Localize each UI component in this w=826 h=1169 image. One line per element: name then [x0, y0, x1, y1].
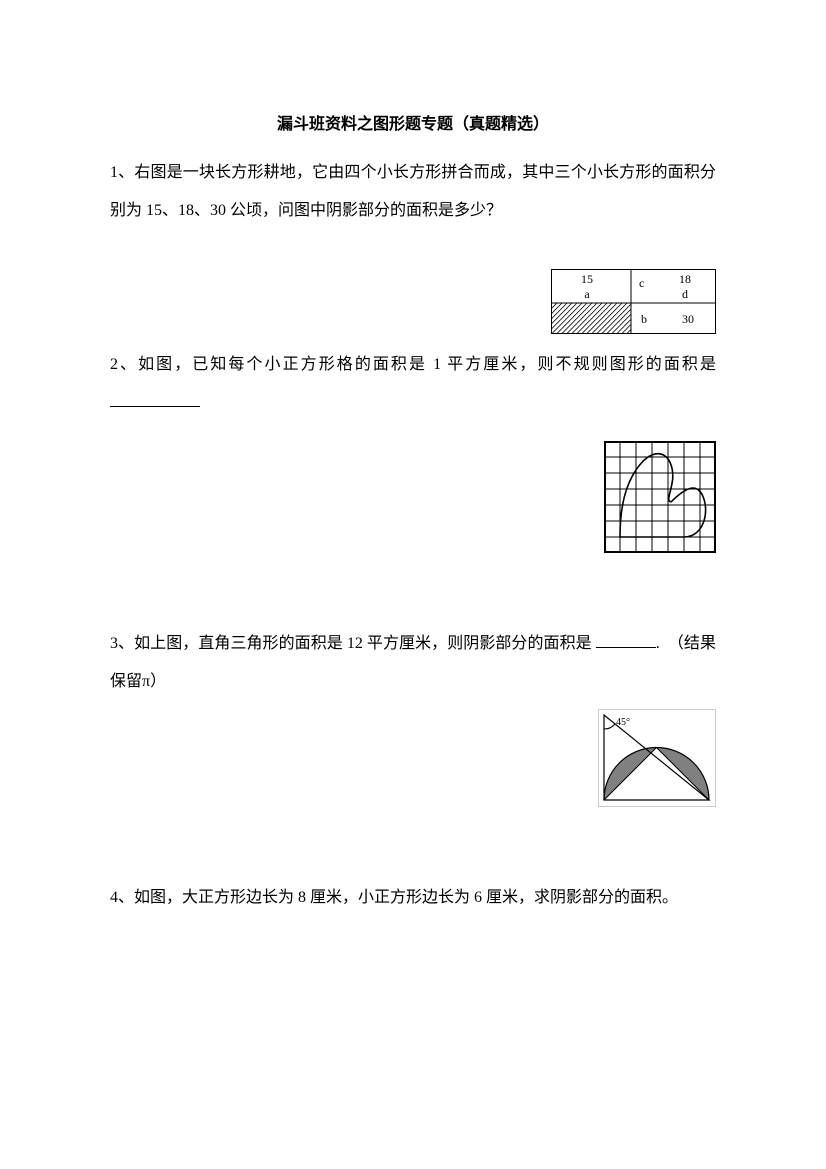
- page-title: 漏斗班资料之图形题专题（真题精选）: [110, 110, 716, 134]
- question-3-text-a: 3、如上图，直角三角形的面积是 12 平方厘米，则阴影部分的面积是: [110, 635, 592, 652]
- blank-field: [596, 634, 656, 648]
- question-2-text: 2、如图，已知每个小正方形格的面积是 1 平方厘米，则不规则图形的面积是: [110, 346, 716, 423]
- svg-text:a: a: [584, 287, 590, 301]
- svg-text:b: b: [641, 312, 647, 326]
- question-2-text-part: 2、如图，已知每个小正方形格的面积是 1 平方厘米，则不规则图形的面积是: [110, 356, 716, 373]
- question-3-figure: 45°: [110, 709, 716, 807]
- question-2-figure: [110, 441, 716, 553]
- svg-text:18: 18: [679, 272, 691, 286]
- svg-text:45°: 45°: [616, 717, 630, 728]
- question-1-figure: 15a c 18d b 30: [110, 269, 716, 334]
- blank-field: [110, 393, 200, 407]
- question-1-text: 1、右图是一块长方形耕地，它由四个小长方形拼合而成，其中三个小长方形的面积分别为…: [110, 154, 716, 231]
- question-3-text: 3、如上图，直角三角形的面积是 12 平方厘米，则阴影部分的面积是 . （结果保…: [110, 625, 716, 702]
- svg-text:15: 15: [581, 272, 593, 286]
- svg-text:d: d: [682, 287, 688, 301]
- svg-text:c: c: [639, 276, 644, 290]
- question-4-text: 4、如图，大正方形边长为 8 厘米，小正方形边长为 6 厘米，求阴影部分的面积。: [110, 879, 716, 917]
- svg-text:30: 30: [682, 312, 694, 326]
